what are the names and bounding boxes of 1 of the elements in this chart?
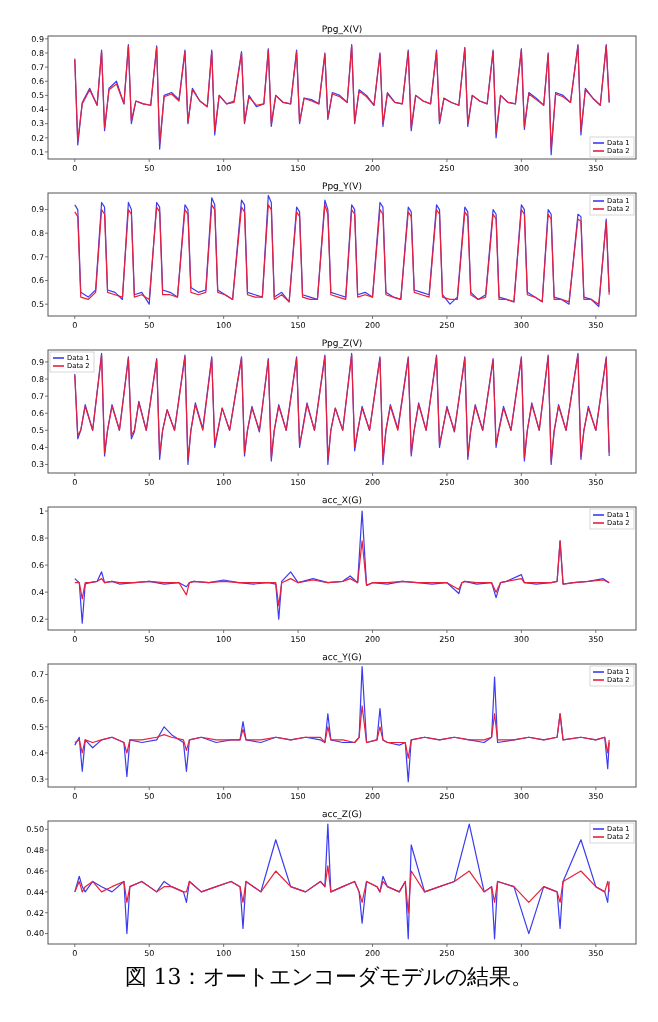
text: 図 13：オートエンコーダモデルの結果。	[124, 964, 534, 990]
